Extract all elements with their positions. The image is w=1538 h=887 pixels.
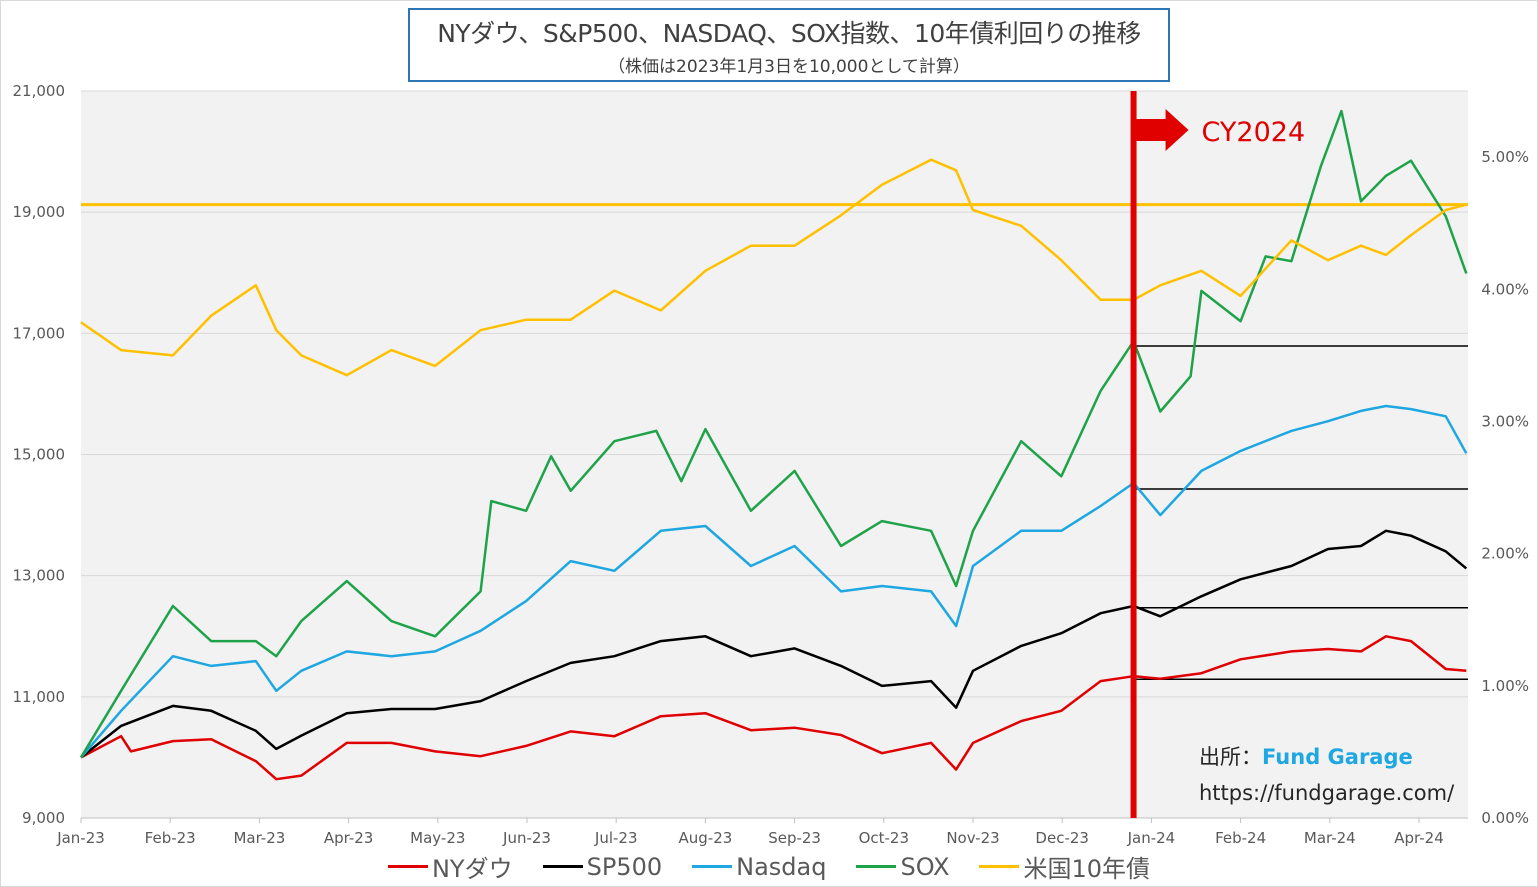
- y-tick-label: 15,000: [13, 446, 66, 464]
- legend-swatch: [692, 865, 733, 868]
- series-line-SP500: [80, 529, 1468, 759]
- source-label: 出所：: [1199, 745, 1262, 769]
- legend-item: Nasdaq: [692, 849, 826, 884]
- source-url: https://fundgarage.com/: [1199, 781, 1455, 805]
- chart-subtitle: （株価は2023年1月3日を10,000として計算）: [608, 57, 970, 77]
- legend-label: NYダウ: [431, 855, 513, 883]
- series-line-米国10年債: [80, 158, 1467, 377]
- legend-label: SOX: [900, 852, 950, 881]
- source-brand: Fund Garage: [1262, 745, 1413, 769]
- arrow-right-icon: [1133, 109, 1189, 151]
- x-tick-label: Feb-23: [145, 829, 196, 847]
- chart-title: NYダウ、S&P500、NASDAQ、SOX指数、10年債利回りの推移: [437, 19, 1141, 48]
- series-line-Nasdaq: [80, 404, 1468, 759]
- x-tick-label: Dec-23: [1035, 829, 1089, 847]
- x-tick-label: Apr-24: [1394, 829, 1444, 847]
- y-tick-label: 9,000: [22, 809, 65, 827]
- x-tick-label: Mar-24: [1304, 829, 1356, 847]
- y-tick-label: 17,000: [13, 324, 66, 342]
- series-line-NYダウ: [80, 635, 1467, 781]
- y2-tick-label: 0.00%: [1481, 809, 1529, 827]
- y-tick-label: 11,000: [13, 688, 66, 706]
- x-tick-label: Apr-23: [324, 829, 374, 847]
- legend: NYダウ SP500 Nasdaq SOX 米国10年債: [1, 849, 1537, 884]
- series-line-SOX: [79, 109, 1468, 759]
- x-tick-label: Jun-23: [502, 829, 551, 847]
- legend-label: 米国10年債: [1023, 855, 1151, 883]
- y2-tick-label: 2.00%: [1481, 545, 1529, 563]
- x-tick-label: Sep-23: [768, 829, 821, 847]
- y-tick-label: 19,000: [13, 203, 66, 221]
- legend-swatch: [979, 865, 1020, 868]
- x-tick-label: Jan-23: [56, 829, 105, 847]
- legend-item: NYダウ: [387, 849, 513, 884]
- y2-tick-label: 1.00%: [1481, 677, 1529, 695]
- x-tick-label: May-23: [410, 829, 465, 847]
- legend-swatch: [542, 865, 583, 868]
- x-tick-label: Mar-23: [233, 829, 285, 847]
- legend-item: SOX: [856, 849, 949, 884]
- source-note: 出所：Fund Garage https://fundgarage.com/: [1199, 741, 1454, 805]
- legend-item: SP500: [542, 849, 663, 884]
- x-tick-label: Oct-23: [859, 829, 909, 847]
- y2-tick-label: 5.00%: [1481, 148, 1529, 166]
- y-tick-label: 21,000: [13, 82, 66, 100]
- x-tick-label: Feb-24: [1215, 829, 1266, 847]
- y2-tick-label: 4.00%: [1481, 280, 1529, 298]
- legend-item: 米国10年債: [979, 849, 1150, 884]
- x-tick-label: Jan-24: [1127, 829, 1176, 847]
- legend-swatch: [856, 865, 897, 868]
- x-tick-label: Nov-23: [946, 829, 999, 847]
- legend-label: SP500: [586, 852, 663, 881]
- x-tick-label: Aug-23: [679, 829, 733, 847]
- y-tick-label: 13,000: [13, 567, 66, 585]
- cy2024-label: CY2024: [1202, 117, 1306, 148]
- legend-label: Nasdaq: [736, 852, 827, 881]
- x-tick-label: Jul-23: [594, 829, 638, 847]
- legend-swatch: [387, 865, 428, 868]
- y2-tick-label: 3.00%: [1481, 412, 1529, 430]
- title-box: NYダウ、S&P500、NASDAQ、SOX指数、10年債利回りの推移 （株価は…: [408, 8, 1170, 82]
